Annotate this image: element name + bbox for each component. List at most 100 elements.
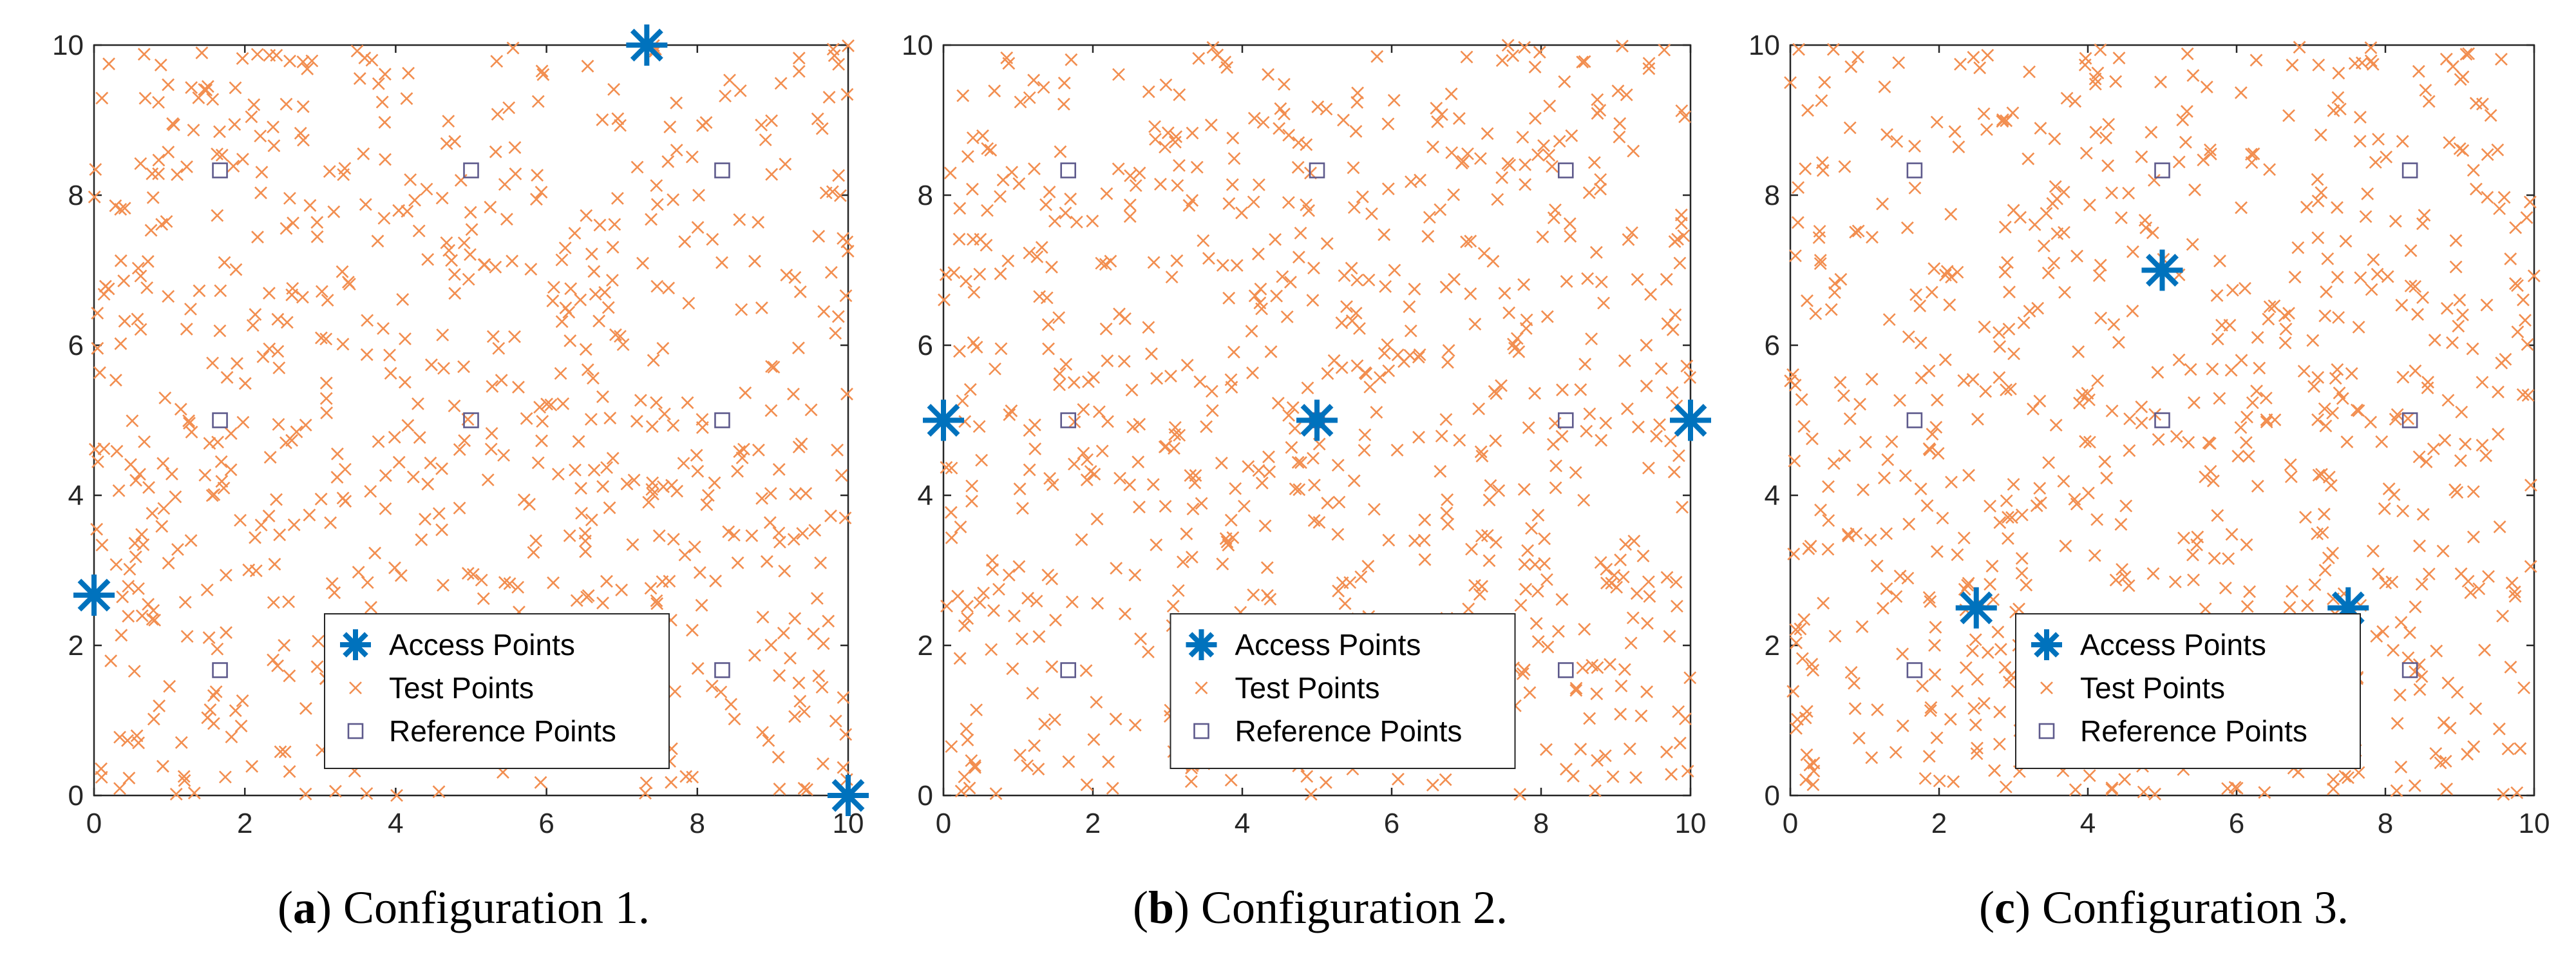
test-point	[531, 456, 545, 470]
test-point	[124, 458, 137, 471]
test-point	[780, 269, 793, 281]
test-point	[760, 555, 773, 568]
test-point	[109, 558, 123, 571]
legend-label: Test Points	[2080, 671, 2225, 705]
test-point	[435, 523, 449, 537]
test-point	[180, 630, 194, 643]
test-point	[835, 469, 848, 482]
test-point	[1553, 135, 1566, 148]
test-point	[715, 256, 728, 269]
test-point	[372, 435, 385, 448]
test-point	[112, 484, 126, 497]
test-point	[283, 191, 296, 205]
test-point	[657, 480, 670, 493]
test-point	[453, 501, 466, 515]
test-point	[788, 710, 801, 723]
test-point	[310, 230, 324, 243]
test-point	[1226, 531, 1240, 544]
test-point	[1028, 739, 1041, 752]
test-point	[1606, 770, 1620, 783]
test-point	[267, 596, 280, 609]
test-point	[174, 403, 187, 416]
test-point	[115, 629, 128, 642]
test-point	[1177, 555, 1189, 569]
test-point	[437, 361, 450, 375]
test-point	[524, 262, 538, 276]
test-point	[531, 95, 545, 108]
test-point	[733, 213, 746, 226]
test-point	[1300, 138, 1313, 151]
test-point	[1595, 275, 1608, 289]
test-point	[146, 613, 159, 626]
test-point	[213, 324, 227, 338]
test-point	[229, 263, 243, 276]
test-point	[448, 268, 461, 281]
test-point	[667, 533, 680, 546]
test-point	[817, 305, 831, 318]
test-point	[286, 281, 299, 295]
test-point	[840, 387, 853, 401]
test-point	[535, 434, 548, 448]
test-point	[1435, 430, 1448, 442]
test-point	[361, 314, 374, 327]
test-point	[263, 451, 277, 464]
test-point	[215, 475, 229, 488]
test-point	[157, 502, 171, 515]
test-point	[271, 312, 285, 326]
test-point	[708, 476, 721, 490]
y-tick-label: 0	[1765, 780, 1780, 812]
test-point	[155, 520, 169, 533]
test-point	[555, 253, 569, 267]
test-point	[1224, 774, 1238, 787]
test-point	[296, 290, 309, 304]
test-point	[412, 224, 426, 238]
test-point	[639, 776, 653, 790]
test-point	[533, 401, 546, 414]
test-point	[943, 166, 957, 180]
test-point	[254, 186, 267, 200]
test-point	[787, 533, 800, 546]
test-point	[611, 112, 625, 126]
test-point	[220, 626, 232, 639]
y-tick-label: 4	[1765, 480, 1780, 511]
test-point	[211, 209, 224, 222]
test-point	[1501, 39, 1515, 52]
test-point	[440, 236, 453, 249]
test-point	[838, 511, 852, 525]
test-point	[976, 129, 989, 142]
test-point	[592, 314, 606, 328]
test-point	[685, 150, 699, 164]
test-point	[211, 147, 223, 160]
test-point	[378, 115, 392, 129]
test-point	[1159, 500, 1172, 513]
test-point	[1403, 300, 1416, 314]
legend-label: Reference Points	[2080, 714, 2307, 748]
test-point	[529, 193, 543, 206]
test-point	[131, 262, 145, 275]
test-point	[1668, 235, 1681, 249]
test-point	[246, 319, 260, 332]
test-point	[1462, 602, 1475, 616]
x-tick-label: 2	[1931, 808, 1947, 839]
test-point	[140, 281, 154, 294]
test-point	[215, 148, 229, 162]
test-point	[1426, 778, 1439, 792]
test-point	[274, 745, 287, 759]
test-point	[691, 464, 705, 478]
test-point	[1583, 407, 1596, 421]
test-point	[1273, 122, 1286, 135]
test-point	[779, 157, 792, 171]
test-point	[299, 787, 312, 801]
caption-a-letter: a	[293, 882, 317, 933]
test-point	[461, 567, 475, 580]
test-point	[1445, 146, 1459, 159]
test-point	[118, 202, 131, 215]
test-point	[287, 518, 301, 531]
test-point	[95, 538, 109, 552]
test-point	[352, 566, 365, 579]
test-point	[667, 419, 680, 432]
test-point	[739, 386, 752, 399]
test-point	[198, 468, 212, 482]
test-point	[603, 412, 617, 425]
